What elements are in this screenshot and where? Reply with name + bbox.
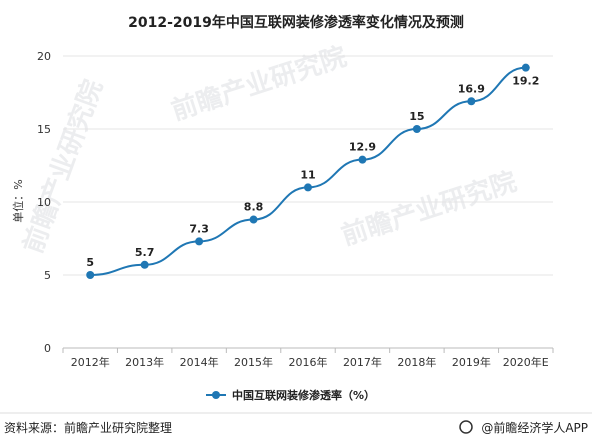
brand-logo	[459, 420, 473, 434]
data-label: 15	[409, 110, 424, 123]
data-point	[304, 183, 312, 192]
watermark-text: 前瞻产业研究院	[17, 76, 108, 258]
y-tick-label: 20	[37, 50, 51, 63]
x-tick-label: 2014年	[180, 355, 219, 369]
x-axis-ticks: 2012年 2013年 2014年 2015年 2016年 2017年 2018年 2019年…	[62, 348, 554, 369]
x-tick-label: 2016年	[289, 355, 328, 369]
y-tick-label: 10	[37, 196, 51, 209]
y-axis-ticks: 0 5 10 15 20	[37, 50, 51, 355]
data-point	[358, 155, 367, 164]
gridlines	[63, 55, 553, 349]
data-point	[467, 97, 476, 106]
x-tick-label: 2020年E	[503, 355, 549, 369]
brand-logo-icon	[459, 420, 473, 434]
y-tick-label: 15	[37, 123, 51, 136]
data-point	[249, 215, 258, 224]
source-text: 资料来源：前瞻产业研究院整理	[4, 420, 172, 435]
data-point	[195, 237, 204, 246]
x-tick-label: 2012年	[71, 355, 110, 369]
legend-label: 中国互联网装修渗透率（%）	[232, 388, 375, 402]
series-line-group	[86, 63, 530, 279]
x-tick-label: 2015年	[234, 355, 273, 369]
data-label: 5.7	[135, 246, 155, 259]
x-tick-label: 2019年	[452, 355, 491, 369]
x-tick-label: 2018年	[397, 355, 436, 369]
y-tick-label: 0	[44, 342, 51, 355]
data-point	[412, 125, 421, 133]
data-label: 8.8	[244, 201, 264, 214]
data-label: 5	[86, 256, 94, 269]
legend-marker	[212, 391, 220, 399]
watermark-text: 前瞻产业研究院	[338, 166, 521, 252]
x-tick-label: 2017年	[343, 355, 382, 369]
chart-title: 2012-2019年中国互联网装修渗透率变化情况及预测	[128, 14, 464, 31]
brand-text: @前瞻经济学人APP	[481, 420, 588, 435]
x-tick-label: 2013年	[125, 355, 164, 369]
data-label: 7.3	[189, 222, 209, 235]
data-point	[140, 260, 149, 269]
data-label: 16.9	[458, 82, 485, 95]
data-point	[86, 271, 95, 279]
legend: 中国互联网装修渗透率（%）	[206, 388, 375, 402]
data-labels: 5 5.7 7.3 8.8 11 12.9 15 16.9 19.2	[86, 75, 539, 269]
data-label: 12.9	[349, 141, 376, 154]
data-label: 19.2	[512, 75, 539, 88]
data-label: 11	[300, 168, 315, 181]
y-tick-label: 5	[44, 269, 51, 282]
watermark-text: 前瞻产业研究院	[168, 41, 351, 127]
data-point	[521, 63, 530, 72]
y-axis-label: 单位：%	[11, 179, 25, 222]
watermark-group: 前瞻产业研究院 前瞻产业研究院 前瞻产业研究院	[17, 41, 520, 257]
